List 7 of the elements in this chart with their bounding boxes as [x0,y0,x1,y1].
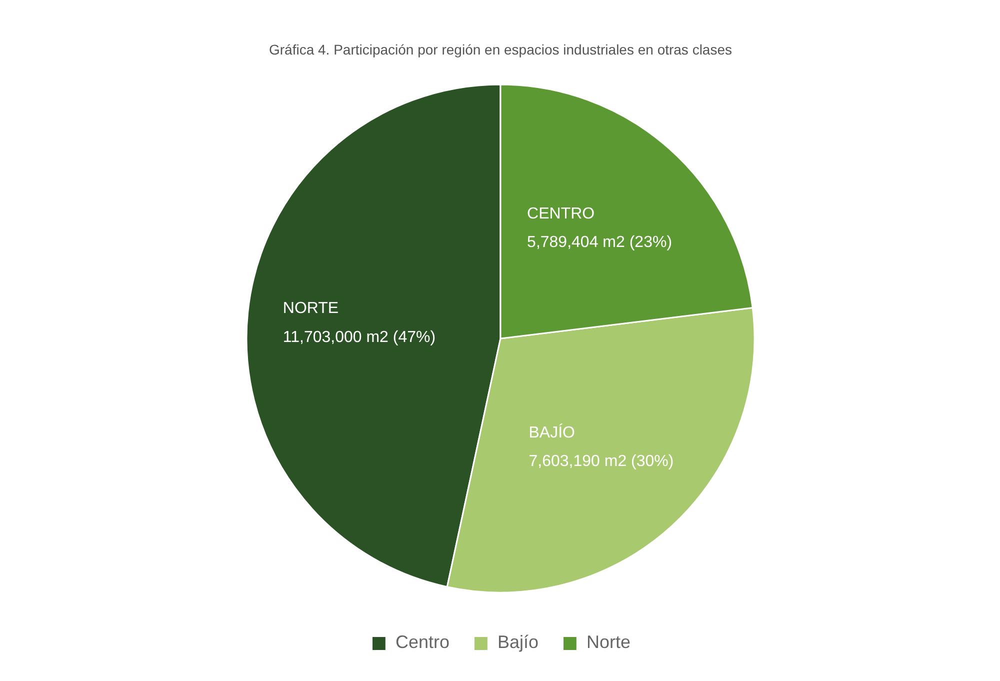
chart-title: Gráfica 4. Participación por región en espacios industriales en otras clases [268,42,732,58]
legend-label: Bajío [497,632,539,653]
legend-label: Norte [586,632,631,653]
legend-label: Centro [395,632,450,653]
data-label: NORTE 11,703,000 m2 (47%) [282,300,436,346]
data-label: CENTRO 5,789,404 m2 (23%) [527,205,672,252]
data-label: BAJÍO 7,603,190 m2 (30%) [528,423,674,470]
